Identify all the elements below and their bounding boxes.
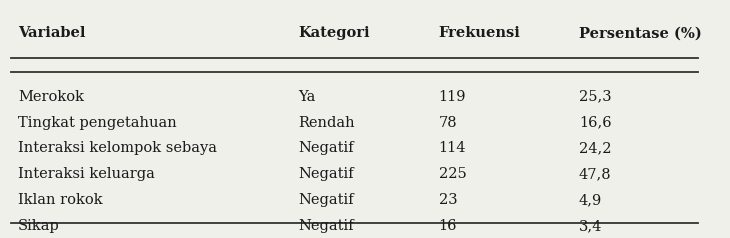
Text: 47,8: 47,8 — [579, 167, 612, 181]
Text: Tingkat pengetahuan: Tingkat pengetahuan — [18, 115, 177, 129]
Text: 119: 119 — [439, 89, 466, 104]
Text: 16,6: 16,6 — [579, 115, 612, 129]
Text: Negatif: Negatif — [299, 141, 354, 155]
Text: Kategori: Kategori — [299, 26, 370, 40]
Text: Interaksi kelompok sebaya: Interaksi kelompok sebaya — [18, 141, 218, 155]
Text: 225: 225 — [439, 167, 466, 181]
Text: Ya: Ya — [299, 89, 316, 104]
Text: 4,9: 4,9 — [579, 193, 602, 207]
Text: Iklan rokok: Iklan rokok — [18, 193, 103, 207]
Text: Negatif: Negatif — [299, 167, 354, 181]
Text: Frekuensi: Frekuensi — [439, 26, 520, 40]
Text: 78: 78 — [439, 115, 457, 129]
Text: 25,3: 25,3 — [579, 89, 612, 104]
Text: Variabel: Variabel — [18, 26, 85, 40]
Text: Negatif: Negatif — [299, 219, 354, 233]
Text: Persentase (%): Persentase (%) — [579, 26, 702, 40]
Text: Negatif: Negatif — [299, 193, 354, 207]
Text: 114: 114 — [439, 141, 466, 155]
Text: Rendah: Rendah — [299, 115, 355, 129]
Text: 3,4: 3,4 — [579, 219, 602, 233]
Text: 23: 23 — [439, 193, 457, 207]
Text: Interaksi keluarga: Interaksi keluarga — [18, 167, 155, 181]
Text: 24,2: 24,2 — [579, 141, 611, 155]
Text: 16: 16 — [439, 219, 457, 233]
Text: Merokok: Merokok — [18, 89, 84, 104]
Text: Sikap: Sikap — [18, 219, 60, 233]
